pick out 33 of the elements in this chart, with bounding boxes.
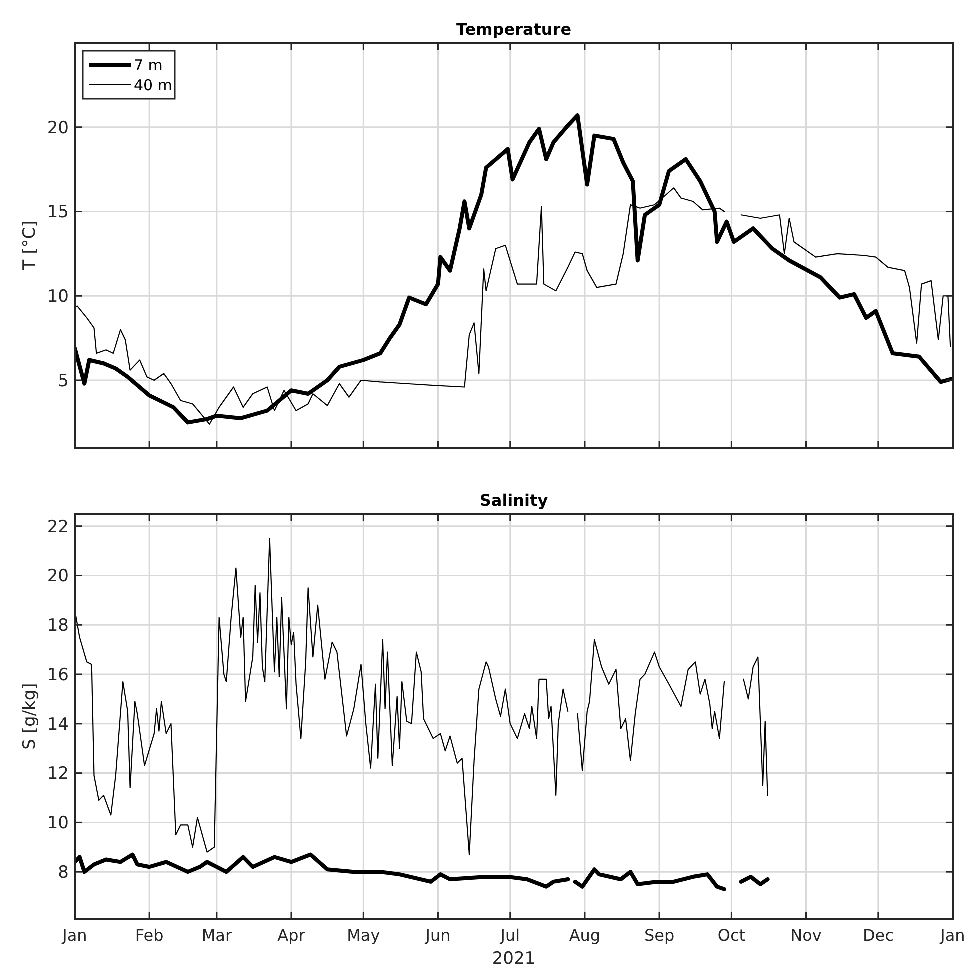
y-tick-label: 18	[47, 616, 69, 636]
x-tick-label: Dec	[862, 926, 894, 945]
y-tick-label: 14	[47, 714, 69, 735]
x-tick-label: Sep	[644, 926, 675, 945]
x-tick-label: Jun	[424, 926, 451, 945]
y-tick-label: 15	[47, 202, 69, 223]
y-axis-title: T [°C]	[20, 220, 40, 272]
y-tick-label: 8	[58, 863, 69, 884]
x-tick-label: May	[347, 926, 380, 945]
y-tick-label: 10	[47, 814, 69, 834]
chart-title: Temperature	[456, 20, 572, 39]
x-tick-label: Apr	[278, 926, 306, 945]
y-axis-title: S [g/kg]	[20, 683, 40, 750]
y-tick-label: 16	[47, 665, 69, 686]
chart-title: Salinity	[480, 491, 549, 510]
x-tick-label: Jan	[940, 926, 964, 945]
y-tick-label: 12	[47, 764, 69, 784]
x-tick-label: Jan	[62, 926, 88, 945]
line-series	[75, 114, 953, 425]
x-tick-label: Jul	[500, 926, 520, 945]
y-tick-label: 10	[47, 287, 69, 308]
x-tick-label: Oct	[718, 926, 746, 945]
x-tick-label: Nov	[790, 926, 822, 945]
y-tick-label: 20	[47, 118, 69, 138]
legend-label: 7 m	[134, 56, 163, 74]
x-axis-title: 2021	[492, 949, 536, 969]
y-tick-label: 20	[47, 566, 69, 587]
y-tick-label: 22	[47, 517, 69, 538]
x-tick-label: Feb	[135, 926, 164, 945]
x-tick-label: Aug	[569, 926, 601, 945]
legend-label: 40 m	[134, 76, 172, 94]
y-tick-label: 5	[58, 371, 69, 392]
x-tick-label: Mar	[202, 926, 232, 945]
